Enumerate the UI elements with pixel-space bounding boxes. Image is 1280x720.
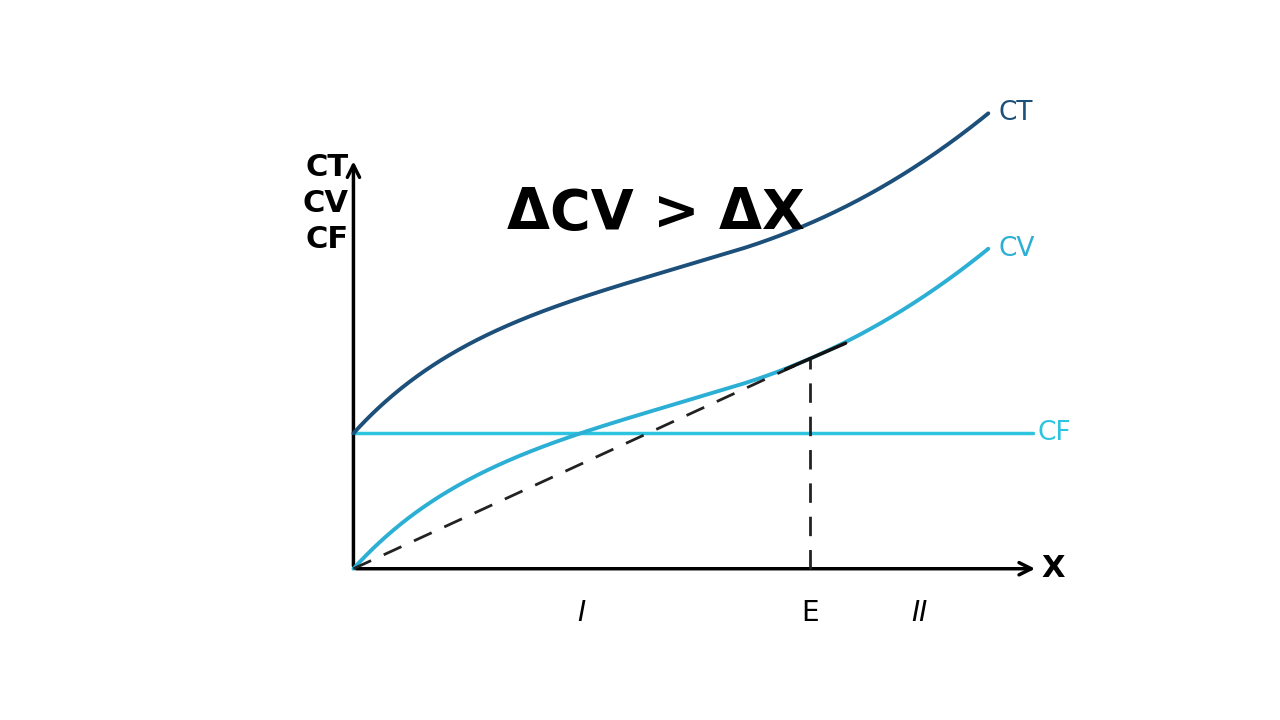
Text: CF: CF (1038, 420, 1071, 446)
Text: X: X (1041, 554, 1065, 583)
Text: CT: CT (306, 153, 348, 182)
Text: II: II (911, 599, 927, 627)
Text: CV: CV (302, 189, 348, 218)
Text: CF: CF (306, 225, 348, 254)
Text: CV: CV (998, 235, 1034, 262)
Text: I: I (577, 599, 586, 627)
Text: E: E (801, 599, 819, 627)
Text: CT: CT (998, 100, 1033, 126)
Text: ΔCV > ΔX: ΔCV > ΔX (507, 187, 805, 241)
